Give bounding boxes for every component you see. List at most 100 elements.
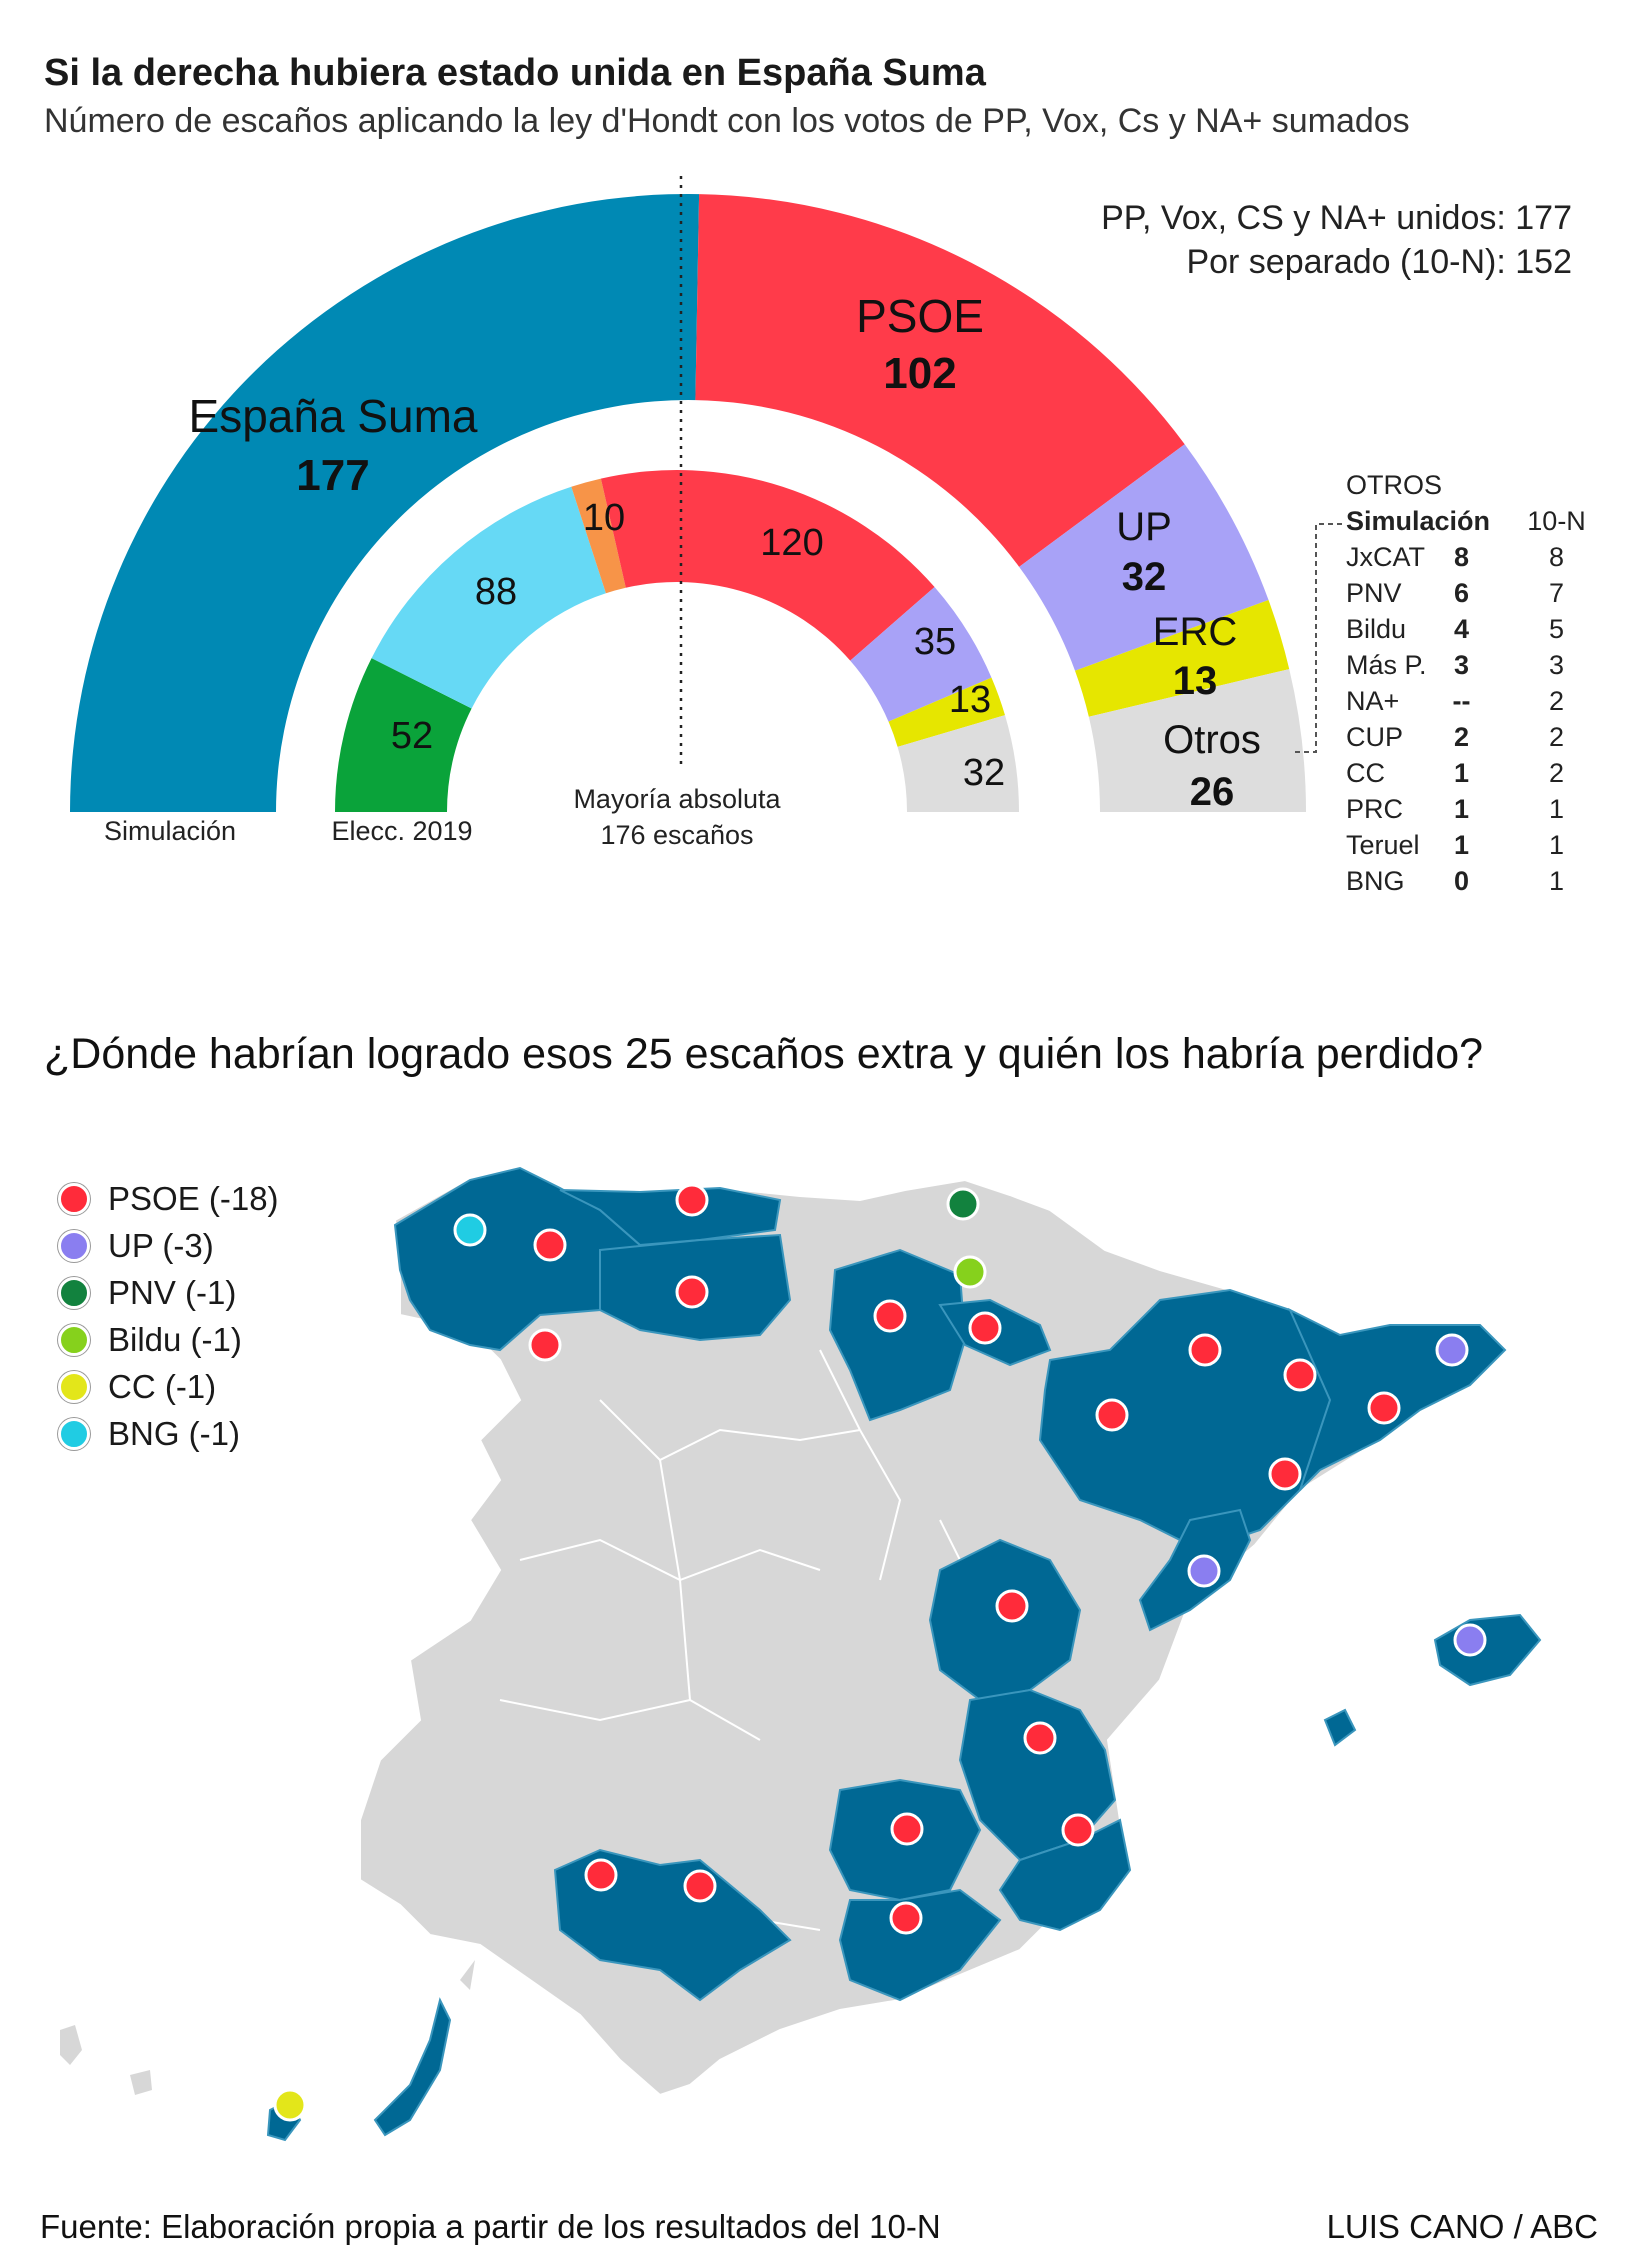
value-otros: 26 — [1190, 770, 1235, 814]
otros-col-10n: 10-N — [1527, 506, 1586, 536]
inner-label-psoe: 120 — [760, 522, 823, 564]
inner-label-erc: 13 — [949, 679, 991, 721]
seg-espa-a-suma — [70, 194, 700, 812]
seat-dot — [1453, 1623, 1487, 1657]
seat-dot — [889, 1901, 923, 1935]
legend-item: BNG (-1) — [58, 1415, 240, 1453]
otros-cell-n10: 1 — [1549, 866, 1565, 896]
otros-cell-sim: -- — [1452, 686, 1471, 716]
totals-united: PP, Vox, CS y NA+ unidos: 177 — [1101, 199, 1572, 237]
seat-dot — [1095, 1398, 1129, 1432]
seg-erc — [888, 677, 1005, 747]
otros-cell-party: CUP — [1346, 722, 1404, 752]
otros-cell-n10: 2 — [1549, 686, 1565, 716]
seg-otros — [897, 715, 1019, 812]
otros-row: CUP 2 2 — [1346, 722, 1617, 758]
map-question: ¿Dónde habrían logrado esos 25 escaños e… — [44, 1030, 1484, 1078]
otros-cell-sim: 4 — [1454, 614, 1470, 644]
hemicycle-chart: España Suma 177 PSOE 102 UP 32 ERC 13 Ot… — [70, 176, 1342, 850]
canary-grey-islands — [60, 1960, 475, 2095]
otros-row: Bildu 4 5 — [1346, 614, 1617, 650]
otros-cell-n10: 5 — [1549, 614, 1565, 644]
seat-dot — [1268, 1457, 1302, 1491]
otros-cell-n10: 1 — [1549, 830, 1565, 860]
seat-dot — [533, 1228, 567, 1262]
seat-dot — [1435, 1333, 1469, 1367]
otros-row: BNG 0 1 — [1346, 866, 1617, 902]
otros-connector — [1295, 523, 1342, 753]
seg-erc — [1075, 600, 1290, 717]
seat-dot — [1283, 1358, 1317, 1392]
otros-cell-party: Teruel — [1346, 830, 1420, 860]
otros-row: Más P. 3 3 — [1346, 650, 1617, 686]
value-psoe: 102 — [883, 349, 956, 398]
inner-label-vox: 52 — [391, 715, 433, 757]
legend-item: PNV (-1) — [58, 1274, 236, 1312]
legend-item: CC (-1) — [58, 1368, 216, 1406]
seat-dot — [675, 1275, 709, 1309]
otros-row: NA+ -- 2 — [1346, 686, 1617, 722]
legend-label: CC (-1) — [108, 1368, 217, 1405]
province-fuerteventura — [373, 1997, 452, 2137]
seg-otros — [1088, 669, 1306, 812]
footer-source: Fuente: Elaboración propia a partir de l… — [40, 2208, 941, 2245]
otros-cell-sim: 3 — [1454, 650, 1470, 680]
legend-label: PNV (-1) — [108, 1274, 237, 1311]
inner-label-up: 35 — [914, 621, 956, 663]
seg-psoe — [695, 194, 1185, 567]
otros-cell-party: PRC — [1346, 794, 1404, 824]
province-mallorca — [1433, 1613, 1542, 1687]
majority-line1: Mayoría absoluta — [573, 784, 781, 814]
seat-dot — [1367, 1391, 1401, 1425]
otros-row: PNV 6 7 — [1346, 578, 1617, 614]
inner-label-otros: 32 — [963, 752, 1005, 794]
otros-cell-sim: 6 — [1454, 578, 1470, 608]
seg-vox — [335, 658, 472, 812]
province-asturias — [559, 1186, 782, 1247]
spain-map — [60, 1166, 1542, 2142]
seat-dot — [528, 1328, 562, 1362]
chart-subtitle: Número de escaños aplicando la ley d'Hon… — [44, 102, 1410, 140]
seat-dot — [453, 1213, 487, 1247]
seat-dot — [968, 1311, 1002, 1345]
map-dots — [273, 1183, 1487, 2122]
otros-cell-party: BNG — [1346, 866, 1405, 896]
otros-cell-party: PNV — [1346, 578, 1402, 608]
otros-cell-party: Más P. — [1346, 650, 1427, 680]
otros-cell-party: CC — [1346, 758, 1385, 788]
otros-cell-n10: 2 — [1549, 758, 1565, 788]
legend-label: Bildu (-1) — [108, 1321, 242, 1358]
outer-hemicycle — [70, 194, 1306, 812]
otros-cell-party: JxCAT — [1346, 542, 1425, 572]
island-gomera — [130, 2070, 152, 2095]
seg-pp — [371, 486, 606, 709]
otros-cell-sim: 1 — [1454, 758, 1470, 788]
seat-dot — [1023, 1721, 1057, 1755]
otros-cell-party: NA+ — [1346, 686, 1400, 716]
seg-cs — [571, 478, 626, 594]
label-espana-suma: España Suma — [189, 390, 478, 442]
inner-label-pp: 88 — [475, 571, 517, 613]
legend-dot-icon — [58, 1371, 90, 1403]
seat-dot — [273, 2088, 307, 2122]
otros-cell-sim: 8 — [1454, 542, 1470, 572]
label-psoe: PSOE — [856, 290, 984, 342]
otros-cell-n10: 2 — [1549, 722, 1565, 752]
otros-cell-party: Bildu — [1346, 614, 1407, 644]
otros-cell-sim: 0 — [1454, 866, 1470, 896]
axis-label-elecc: Elecc. 2019 — [331, 816, 472, 846]
seat-dot — [946, 1187, 980, 1221]
legend-item: UP (-3) — [58, 1227, 214, 1265]
legend-item: PSOE (-18) — [58, 1180, 279, 1218]
totals-separate: Por separado (10-N): 152 — [1186, 243, 1572, 281]
otros-cell-n10: 1 — [1549, 794, 1565, 824]
otros-row: Teruel 1 1 — [1346, 830, 1617, 866]
seat-dot — [1187, 1554, 1221, 1588]
province-granada — [838, 1888, 1002, 2002]
seat-dot — [683, 1869, 717, 1903]
seat-dot — [873, 1299, 907, 1333]
otros-table: OTROS Simulación 10-N JxCAT 8 8 PNV 6 7 Bildu 4… — [1346, 470, 1617, 902]
otros-col-sim: Simulación — [1346, 506, 1491, 536]
legend-dot-icon — [58, 1230, 90, 1262]
seg-up — [1019, 444, 1269, 671]
